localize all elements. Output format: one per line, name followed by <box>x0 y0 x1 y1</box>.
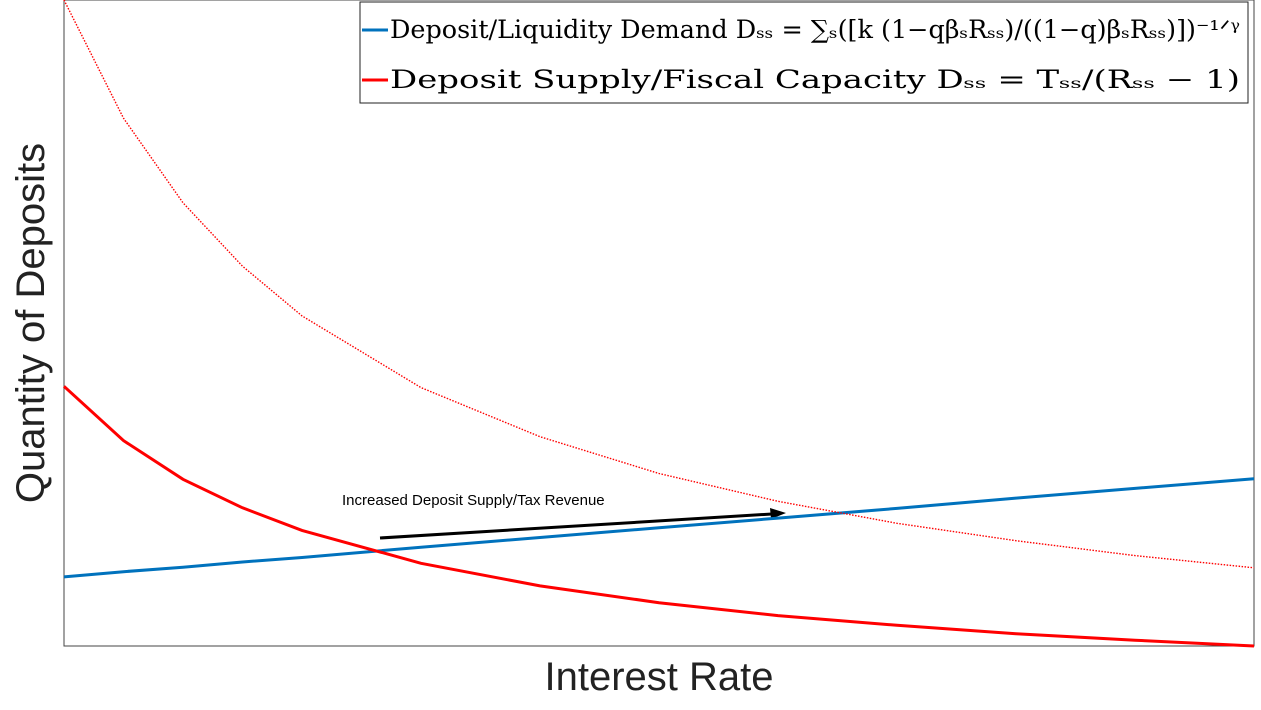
annotation-arrow <box>379 512 773 540</box>
plot-frame <box>63 0 1255 647</box>
series-line <box>62 385 1255 648</box>
series-line <box>63 477 1255 579</box>
legend-box <box>359 1 1249 104</box>
annotation-arrowhead <box>770 508 786 519</box>
series-line <box>63 0 1255 569</box>
legend-label: Deposit Supply/Fiscal Capacity Dₛₛ = Tₛₛ… <box>390 65 1240 94</box>
legend: Deposit/Liquidity Demand Dₛₛ = ∑ₛ([k (1−… <box>362 15 1240 94</box>
legend-label: Deposit/Liquidity Demand Dₛₛ = ∑ₛ([k (1−… <box>390 15 1240 44</box>
y-axis-label: Quantity of Deposits <box>9 143 53 503</box>
x-axis-label: Interest Rate <box>544 655 773 699</box>
lines <box>62 0 1255 648</box>
annotation: Increased Deposit Supply/Tax Revenue <box>342 492 605 509</box>
